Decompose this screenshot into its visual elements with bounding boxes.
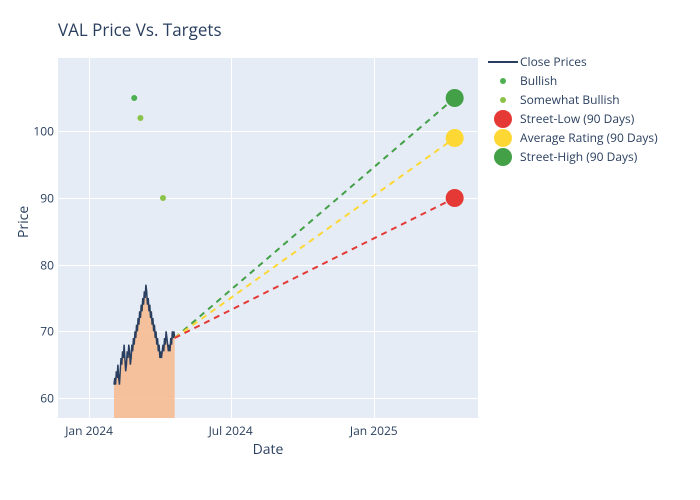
y-tick: 90 <box>40 190 54 207</box>
plot-svg <box>58 58 478 418</box>
y-tick: 80 <box>40 256 54 273</box>
legend-swatch <box>488 128 518 147</box>
y-axis-label: Price <box>14 206 33 238</box>
legend-swatch <box>488 71 518 90</box>
x-tick: Jul 2024 <box>209 422 253 439</box>
legend-label: Somewhat Bullish <box>520 91 620 108</box>
legend-swatch <box>488 52 518 71</box>
x-tick: Jan 2025 <box>350 422 398 439</box>
legend-swatch <box>488 109 518 128</box>
legend-item[interactable]: Somewhat Bullish <box>488 90 658 109</box>
legend-swatch <box>488 90 518 109</box>
x-axis-label: Date <box>58 440 478 459</box>
y-tick: 60 <box>40 390 54 407</box>
y-tick: 100 <box>33 123 54 140</box>
legend-item[interactable]: Street-Low (90 Days) <box>488 109 658 128</box>
y-tick: 70 <box>40 323 54 340</box>
chart-container: VAL Price Vs. Targets Price Date Close P… <box>0 0 700 500</box>
legend-label: Bullish <box>520 72 557 89</box>
legend-label: Close Prices <box>520 53 587 70</box>
plot-area <box>58 58 478 418</box>
legend-item[interactable]: Close Prices <box>488 52 658 71</box>
legend-label: Average Rating (90 Days) <box>520 129 658 146</box>
legend: Close Prices Bullish Somewhat Bullish Stree… <box>488 52 658 166</box>
legend-label: Street-High (90 Days) <box>520 148 637 165</box>
legend-swatch <box>488 147 518 166</box>
x-tick: Jan 2024 <box>65 422 113 439</box>
legend-item[interactable]: Average Rating (90 Days) <box>488 128 658 147</box>
chart-title: VAL Price Vs. Targets <box>58 18 222 41</box>
legend-label: Street-Low (90 Days) <box>520 110 634 127</box>
legend-item[interactable]: Street-High (90 Days) <box>488 147 658 166</box>
legend-item[interactable]: Bullish <box>488 71 658 90</box>
